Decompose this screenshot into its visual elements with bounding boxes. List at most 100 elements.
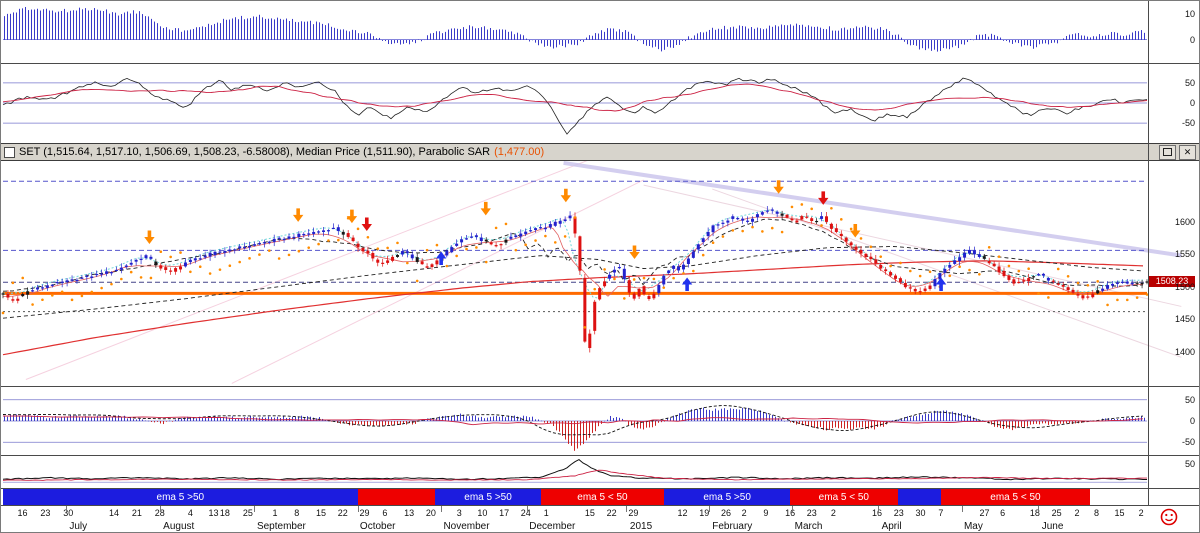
scale-label-main: 1550: [1174, 249, 1195, 260]
date-tick: 17: [499, 508, 510, 518]
scale-label-p2: 0: [1189, 98, 1195, 108]
scale-label-p4: -50: [1181, 437, 1195, 448]
month-label: December: [529, 521, 576, 532]
date-tick: 23: [40, 508, 51, 518]
panel-divider: [1, 63, 1199, 64]
scale-label-p2: 50: [1184, 77, 1195, 88]
smiley-icon[interactable]: [1159, 507, 1179, 527]
scale-label-p1: 10: [1184, 8, 1195, 19]
scale-label-p4: 50: [1184, 394, 1195, 405]
date-tick: 2: [1074, 508, 1080, 518]
indicator-panel-macd-histogram[interactable]: [1, 387, 1200, 455]
month-label: August: [163, 521, 195, 532]
date-tick: 16: [17, 508, 28, 518]
date-tick: 22: [606, 508, 617, 518]
date-tick: 18: [1029, 508, 1040, 518]
month-label: September: [256, 521, 306, 532]
ema-strip-segment: [897, 489, 942, 506]
month-label: February: [712, 521, 753, 532]
month-label: November: [443, 521, 490, 532]
date-tick: 18: [219, 508, 230, 518]
date-tick: 8: [1093, 508, 1099, 518]
month-label: 2015: [629, 521, 653, 532]
date-tick: 20: [425, 508, 436, 518]
date-tick: 29: [628, 508, 639, 518]
date-tick: 25: [1051, 508, 1062, 518]
date-tick: 29: [359, 508, 370, 518]
date-tick: 15: [584, 508, 595, 518]
ema-strip-segment: ema 5 < 50: [790, 489, 898, 506]
date-tick: 13: [404, 508, 415, 518]
date-tick: 1: [543, 508, 549, 518]
chart-title-bar[interactable]: SET (1,515.64, 1,517.10, 1,506.69, 1,508…: [1, 143, 1199, 161]
maximize-icon: [1163, 148, 1172, 156]
date-tick: 16: [785, 508, 796, 518]
date-tick: 13: [208, 508, 219, 518]
date-tick: 23: [806, 508, 817, 518]
scale-label-p5: 50: [1184, 459, 1195, 469]
scale-label-main: 1400: [1174, 347, 1195, 358]
month-tick: [253, 506, 255, 512]
date-tick: 19: [699, 508, 710, 518]
panel-divider: [1, 505, 1199, 506]
month-tick: [526, 506, 528, 512]
date-tick: 7: [938, 508, 944, 518]
date-tick: 14: [108, 508, 119, 518]
main-price-chart[interactable]: [1, 161, 1200, 386]
scale-separator: [1148, 1, 1149, 506]
month-tick: [357, 506, 359, 512]
date-tick: 26: [721, 508, 732, 518]
date-tick: 21: [131, 508, 142, 518]
ema-strip-segment: ema 5 >50: [664, 489, 791, 506]
indicator-panel-volatility[interactable]: [1, 456, 1200, 488]
date-tick: 25: [242, 508, 253, 518]
ema-strip-segment: ema 5 < 50: [941, 489, 1090, 506]
month-label: October: [359, 521, 396, 532]
month-label: July: [69, 521, 88, 532]
last-price-tag: 1508.23: [1149, 275, 1195, 287]
month-tick: [961, 506, 963, 512]
scale-label-p2: -50: [1181, 118, 1195, 129]
month-tick: [708, 506, 710, 512]
date-tick: 1: [272, 508, 278, 518]
date-tick: 24: [520, 508, 531, 518]
chart-title: SET (1,515.64, 1,517.10, 1,506.69, 1,508…: [19, 146, 491, 158]
close-button[interactable]: ✕: [1179, 144, 1196, 160]
scale-label-main: 1450: [1174, 314, 1195, 325]
scale-label-main: 1500: [1174, 281, 1195, 292]
window-buttons: ✕: [1159, 144, 1198, 160]
indicator-panel-oscillator[interactable]: [1, 64, 1200, 142]
date-tick: 2: [830, 508, 836, 518]
date-tick: 15: [316, 508, 327, 518]
chart-checkbox-icon[interactable]: [4, 146, 15, 158]
ema-strip-segment: ema 5 >50: [435, 489, 541, 506]
month-label: March: [794, 521, 823, 532]
panel-divider: [1, 455, 1199, 456]
month-label: May: [963, 521, 983, 532]
month-tick: [626, 506, 628, 512]
indicator-panel-top-histogram[interactable]: [1, 2, 1200, 63]
date-tick: 23: [893, 508, 904, 518]
date-tick: 9: [763, 508, 769, 518]
maximize-button[interactable]: [1159, 144, 1176, 160]
date-tick: 6: [1000, 508, 1006, 518]
date-tick: 15: [1114, 508, 1125, 518]
date-tick: 30: [915, 508, 926, 518]
panel-divider: [1, 488, 1199, 489]
date-tick: 3: [456, 508, 462, 518]
date-tick: 2: [741, 508, 747, 518]
month-tick: [159, 506, 161, 512]
ema-strip-segment: [357, 489, 436, 506]
month-tick: [65, 506, 67, 512]
ema-strip-segment: ema 5 >50: [3, 489, 358, 506]
month-label: June: [1041, 521, 1064, 532]
date-tick: 16: [872, 508, 883, 518]
date-tick: 2: [1138, 508, 1144, 518]
date-tick: 30: [63, 508, 74, 518]
scale-label-main: 1600: [1174, 216, 1195, 227]
month-tick: [1038, 506, 1040, 512]
month-label: April: [881, 521, 902, 532]
month-tick: [441, 506, 443, 512]
panel-divider: [1, 386, 1199, 387]
